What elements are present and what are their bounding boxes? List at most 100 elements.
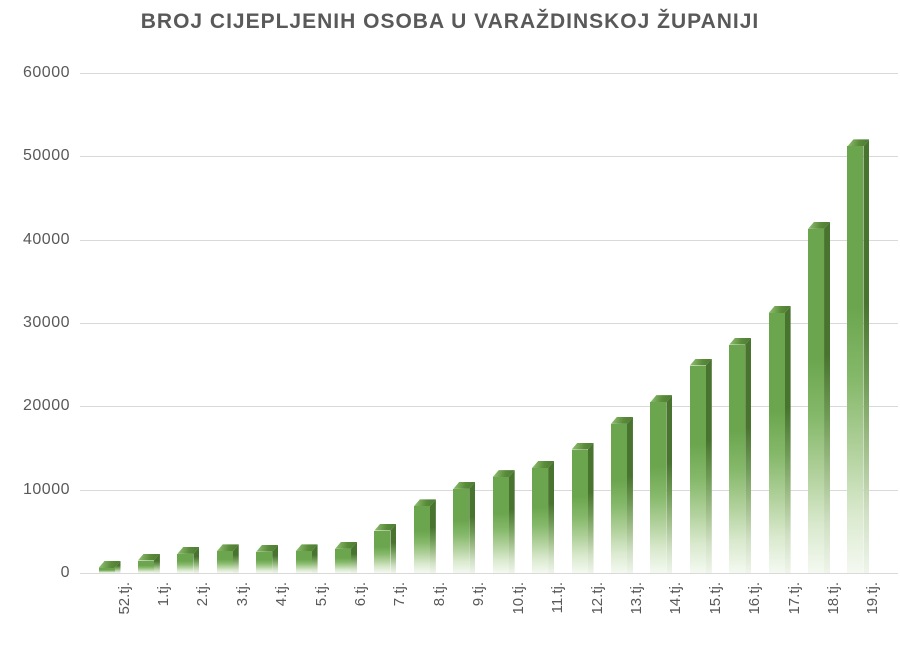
bar-top-face — [650, 395, 673, 403]
bar-top-face — [610, 416, 633, 424]
bar-side-face — [705, 358, 712, 573]
bar-side-face — [508, 470, 515, 573]
bar-side-face — [666, 395, 673, 573]
bar-top-face — [216, 544, 239, 552]
bar-side-face — [351, 541, 358, 573]
bar — [532, 461, 555, 573]
bar-front-face — [413, 506, 430, 573]
bar-side-face — [272, 544, 279, 573]
bar-front-face — [374, 530, 391, 573]
x-axis-label: 52.tj. — [115, 582, 133, 615]
bar-top-face — [847, 139, 870, 147]
x-axis-label: 16.tj. — [746, 582, 764, 615]
bar-top-face — [98, 561, 121, 568]
bar-top-face — [768, 306, 791, 313]
bar-top-face — [532, 461, 555, 468]
gridline — [80, 73, 898, 74]
x-axis-label: 6.tj. — [352, 582, 370, 607]
chart-title: BROJ CIJEPLJENIH OSOBA U VARAŽDINSKOJ ŽU… — [140, 10, 760, 33]
x-axis-label: 14.tj. — [667, 582, 685, 615]
x-axis-label: 1.tj. — [154, 582, 172, 607]
bar-front-face — [847, 146, 864, 573]
x-axis-label: 19.tj. — [864, 582, 882, 615]
bar-front-face — [98, 568, 115, 573]
bar-front-face — [532, 468, 549, 573]
bar-front-face — [256, 551, 273, 573]
x-axis-label: 18.tj. — [825, 582, 843, 615]
bar-side-face — [311, 544, 318, 573]
gridline — [80, 239, 898, 241]
bar-side-face — [548, 461, 555, 573]
x-axis-label: 17.tj. — [785, 582, 803, 615]
bar — [492, 470, 515, 573]
gridline — [80, 323, 898, 324]
bar-front-face — [216, 551, 233, 573]
gridline — [80, 489, 898, 491]
bar-top-face — [808, 221, 831, 229]
bar-front-face — [808, 228, 825, 573]
bar — [453, 481, 476, 573]
y-axis-label: 10000 — [23, 480, 70, 498]
y-axis-label: 20000 — [23, 397, 70, 415]
bar-front-face — [729, 344, 746, 573]
bar-side-face — [626, 416, 633, 573]
y-axis-label: 30000 — [23, 314, 70, 331]
bar-side-face — [232, 544, 239, 573]
bar-front-face — [453, 488, 470, 573]
bar — [216, 544, 239, 573]
bar-side-face — [824, 221, 831, 573]
x-axis-label: 8.tj. — [430, 582, 448, 607]
bar-side-face — [153, 553, 160, 573]
x-axis-label: 13.tj. — [627, 582, 645, 615]
y-axis-label: 40000 — [23, 230, 70, 248]
bar — [808, 221, 831, 573]
x-axis-label: 15.tj. — [706, 582, 724, 615]
bar — [768, 306, 791, 573]
bar-side-face — [587, 442, 594, 573]
bar — [256, 544, 279, 573]
bar-side-face — [193, 546, 200, 573]
x-axis-label: 11.tj. — [549, 582, 567, 614]
bar-front-face — [335, 548, 352, 573]
x-axis-label: 2.tj. — [194, 582, 212, 607]
bar — [571, 442, 594, 573]
bar-top-face — [335, 541, 358, 549]
bar — [374, 523, 397, 573]
bar-front-face — [650, 402, 667, 573]
bar-top-face — [492, 470, 515, 478]
bar — [137, 553, 160, 573]
bar — [335, 541, 358, 573]
bar-front-face — [571, 449, 588, 573]
y-axis-label: 50000 — [23, 147, 70, 165]
bar-top-face — [571, 442, 594, 450]
bar — [98, 561, 121, 573]
gridline — [80, 406, 898, 408]
bar-front-face — [137, 560, 154, 573]
x-axis-label: 3.tj. — [233, 582, 251, 607]
bar-front-face — [768, 313, 785, 573]
bar-side-face — [863, 139, 870, 573]
bar — [610, 416, 633, 573]
bar-front-face — [295, 551, 312, 573]
bar — [295, 544, 318, 573]
bar-side-face — [469, 481, 476, 573]
bar-side-face — [429, 499, 436, 573]
bar — [729, 337, 752, 573]
x-axis-label: 9.tj. — [470, 582, 488, 607]
x-axis-label: 4.tj. — [273, 582, 291, 607]
bar-top-face — [729, 337, 752, 345]
bar-top-face — [177, 546, 200, 554]
bar-side-face — [114, 561, 121, 573]
bar — [413, 499, 436, 573]
gridline — [80, 573, 898, 574]
bar-front-face — [177, 553, 194, 573]
bar-front-face — [610, 423, 627, 573]
bar-front-face — [689, 365, 706, 573]
bar — [847, 139, 870, 573]
x-axis-label: 10.tj. — [509, 582, 527, 615]
bar-side-face — [784, 306, 791, 573]
x-axis-label: 7.tj. — [391, 582, 409, 607]
bar-top-face — [137, 553, 160, 561]
